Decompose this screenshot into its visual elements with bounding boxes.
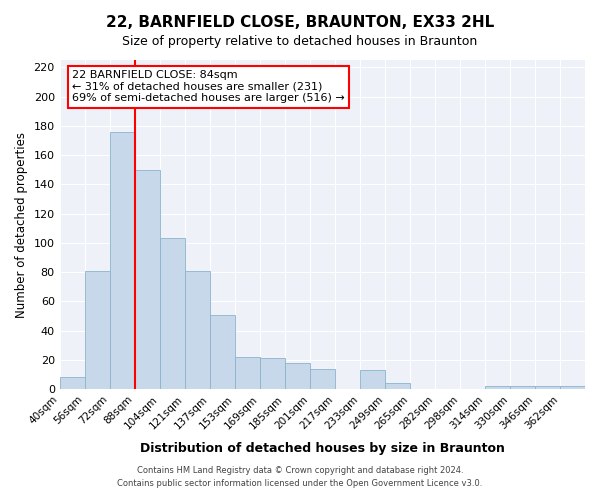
Bar — [535, 386, 560, 389]
Bar — [360, 370, 385, 389]
Bar — [210, 314, 235, 389]
Bar — [85, 270, 110, 389]
Bar — [160, 238, 185, 389]
Text: Size of property relative to detached houses in Braunton: Size of property relative to detached ho… — [122, 35, 478, 48]
Bar — [59, 378, 85, 389]
Bar — [260, 358, 285, 389]
Text: 22 BARNFIELD CLOSE: 84sqm
← 31% of detached houses are smaller (231)
69% of semi: 22 BARNFIELD CLOSE: 84sqm ← 31% of detac… — [72, 70, 345, 103]
Bar — [285, 363, 310, 389]
Text: 22, BARNFIELD CLOSE, BRAUNTON, EX33 2HL: 22, BARNFIELD CLOSE, BRAUNTON, EX33 2HL — [106, 15, 494, 30]
Bar — [560, 386, 585, 389]
Y-axis label: Number of detached properties: Number of detached properties — [15, 132, 28, 318]
Bar — [135, 170, 160, 389]
Bar — [385, 384, 410, 389]
Bar — [185, 270, 210, 389]
X-axis label: Distribution of detached houses by size in Braunton: Distribution of detached houses by size … — [140, 442, 505, 455]
Bar — [510, 386, 535, 389]
Bar — [310, 368, 335, 389]
Bar — [485, 386, 510, 389]
Text: Contains HM Land Registry data © Crown copyright and database right 2024.
Contai: Contains HM Land Registry data © Crown c… — [118, 466, 482, 487]
Bar — [235, 357, 260, 389]
Bar — [110, 132, 135, 389]
